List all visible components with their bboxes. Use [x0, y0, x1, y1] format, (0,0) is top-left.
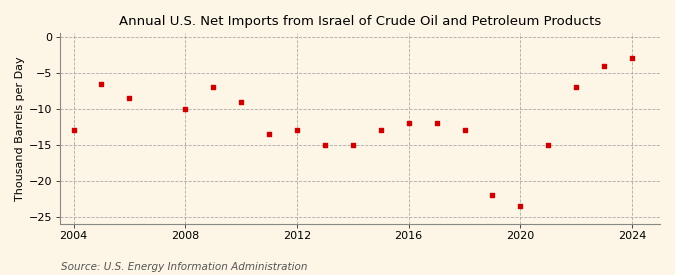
Point [431, 121, 442, 125]
Point [626, 56, 637, 61]
Title: Annual U.S. Net Imports from Israel of Crude Oil and Petroleum Products: Annual U.S. Net Imports from Israel of C… [119, 15, 601, 28]
Point [236, 100, 246, 104]
Point [515, 204, 526, 208]
Point [599, 64, 610, 68]
Point [124, 96, 135, 100]
Point [292, 128, 302, 133]
Y-axis label: Thousand Barrels per Day: Thousand Barrels per Day [15, 56, 25, 201]
Point [487, 193, 498, 197]
Point [208, 85, 219, 89]
Point [180, 107, 190, 111]
Point [96, 81, 107, 86]
Point [403, 121, 414, 125]
Point [459, 128, 470, 133]
Point [319, 142, 330, 147]
Point [543, 142, 554, 147]
Point [348, 142, 358, 147]
Point [571, 85, 582, 89]
Point [264, 132, 275, 136]
Point [375, 128, 386, 133]
Point [68, 128, 79, 133]
Text: Source: U.S. Energy Information Administration: Source: U.S. Energy Information Administ… [61, 262, 307, 272]
